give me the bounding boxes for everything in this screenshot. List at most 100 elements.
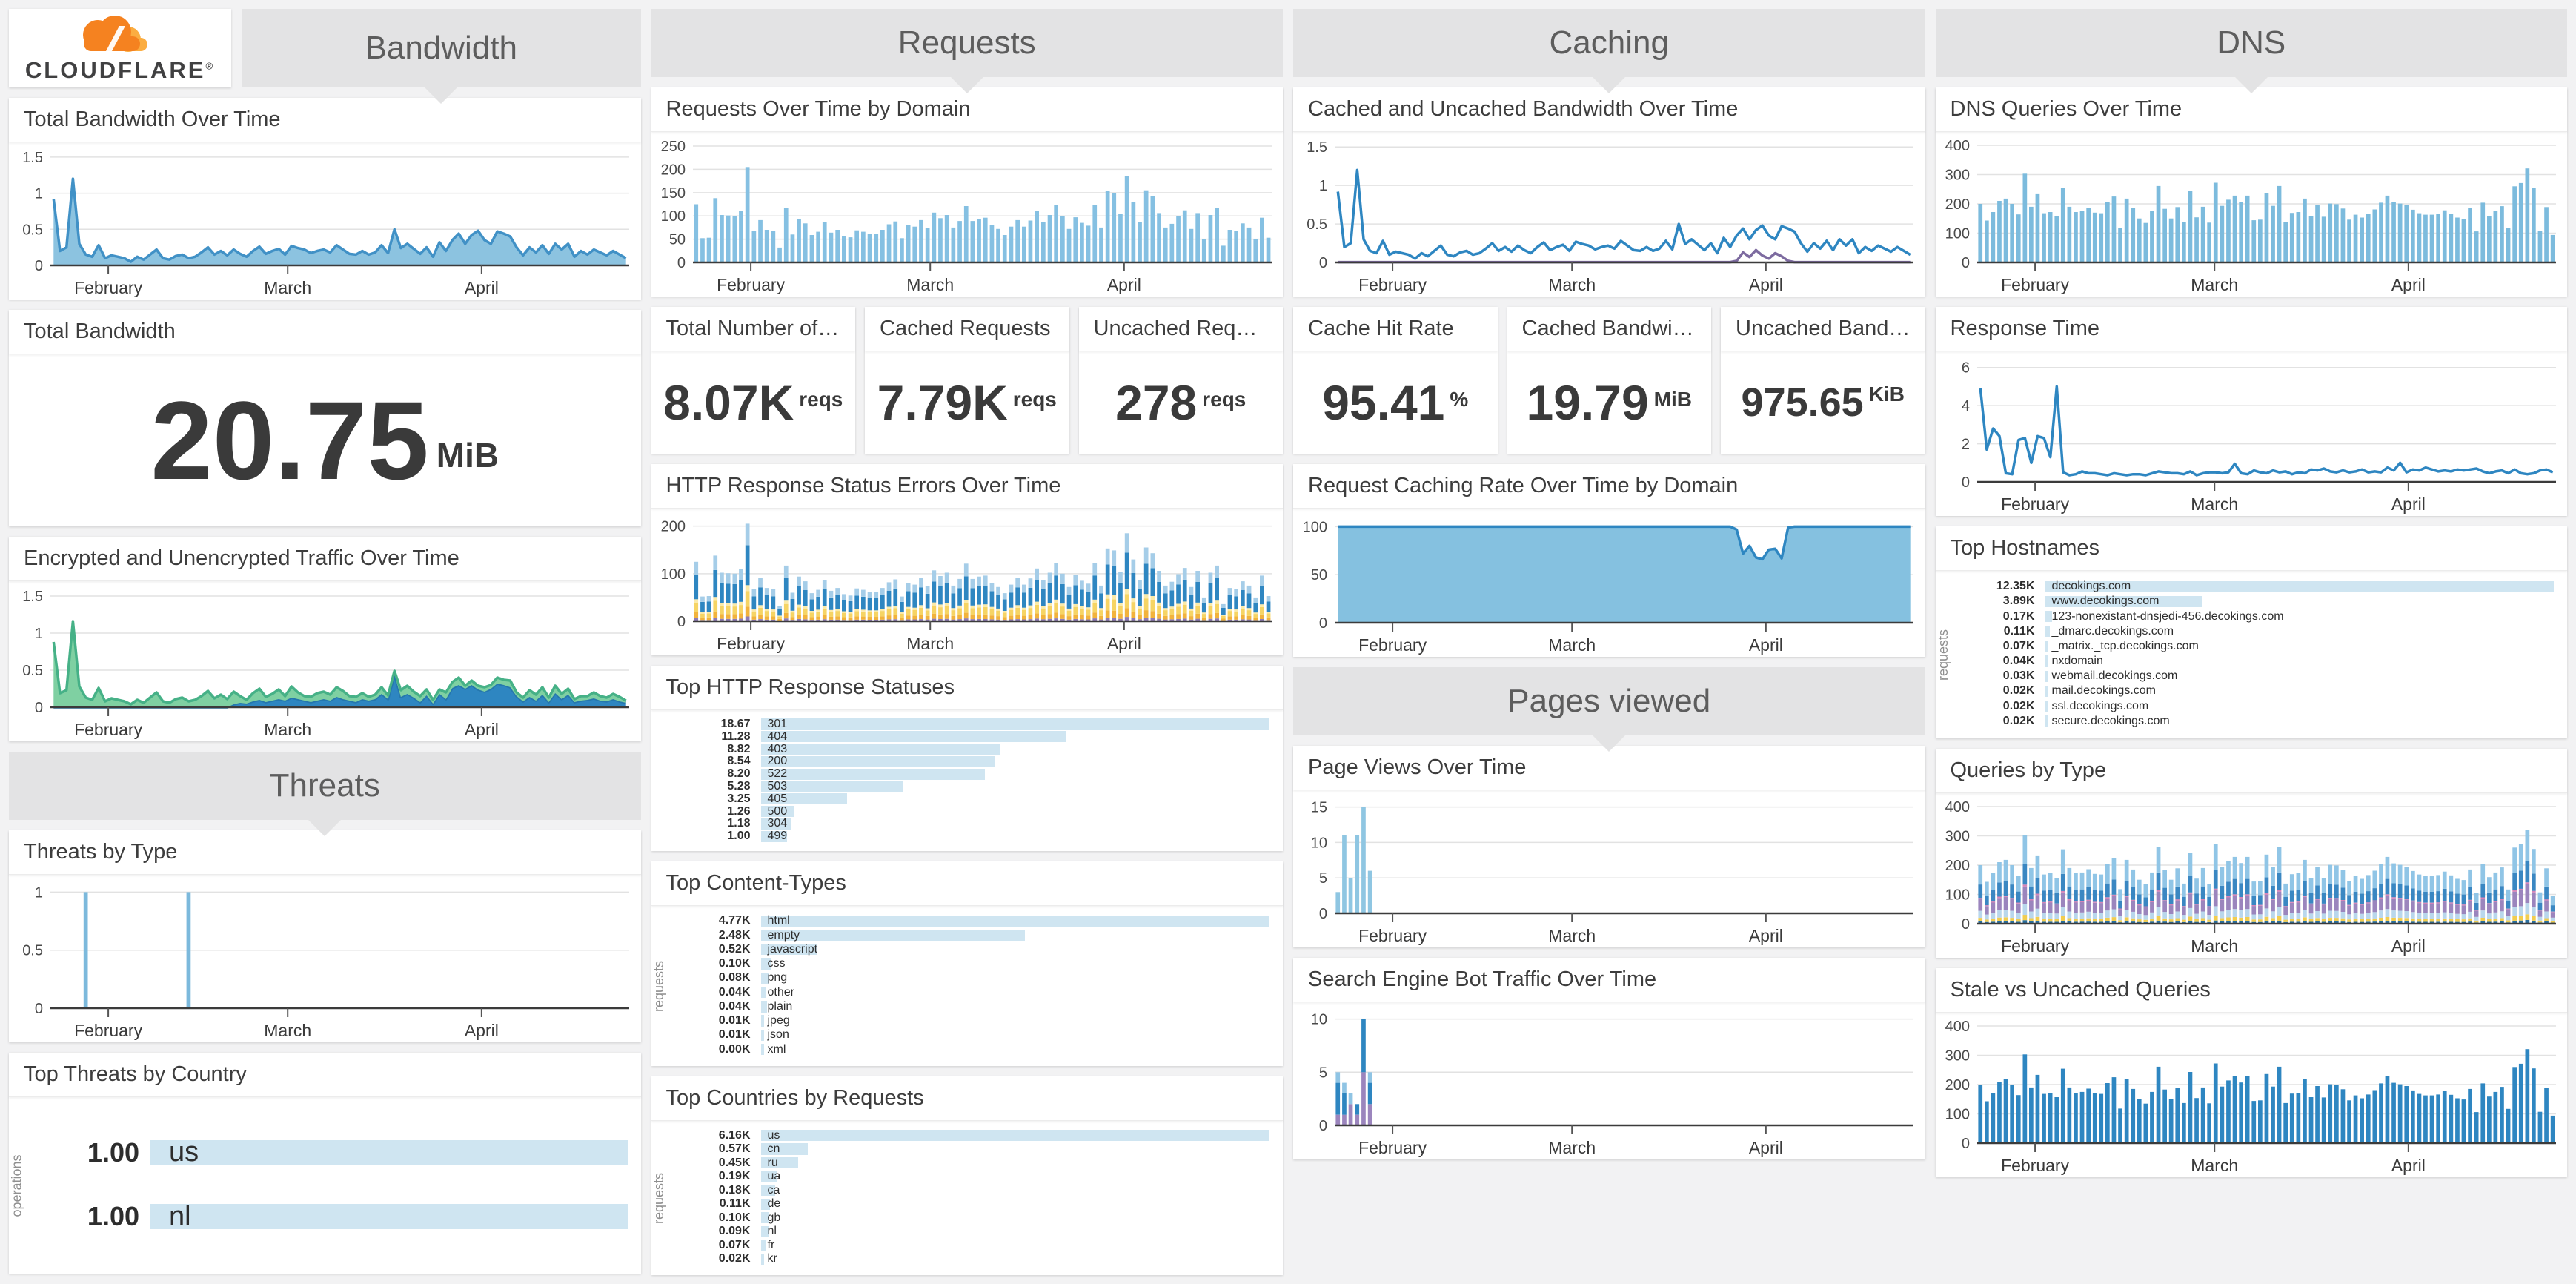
svg-text:0: 0 [1319, 615, 1327, 632]
list-item[interactable]: 0.09K nl [686, 1225, 1270, 1238]
section-header-requests: Requests [651, 9, 1283, 93]
list-item[interactable]: 3.25 405 [686, 792, 1270, 805]
list-item[interactable]: 0.01K json [686, 1028, 1270, 1042]
list-item-bar [150, 1204, 628, 1229]
list-item[interactable]: 6.16K us [686, 1128, 1269, 1142]
list-item-value: 1.00 [87, 1136, 139, 1168]
list-item-value: 2.48K [718, 928, 751, 942]
list-item[interactable]: 0.11K de [686, 1197, 1270, 1211]
svg-text:April: April [1749, 635, 1783, 655]
svg-text:100: 100 [1945, 225, 1969, 242]
list-item-label: _dmarc.decokings.com [2051, 624, 2174, 638]
chart-queries-by-type[interactable]: 0 100 200 300 400 February March April [1936, 793, 2568, 958]
list-item[interactable]: 0.11K _dmarc.decokings.com [1970, 625, 2555, 638]
list-item[interactable]: 0.02K ssl.decokings.com [1970, 700, 2555, 713]
list-item-label: 403 [767, 742, 788, 755]
list-item[interactable]: 0.00K xml [686, 1043, 1270, 1056]
list-item-value: 0.02K [2002, 714, 2035, 727]
panel-title: DNS Queries Over Time [1935, 87, 2567, 132]
svg-text:0: 0 [35, 1001, 43, 1017]
list-item[interactable]: 0.02K kr [686, 1252, 1270, 1265]
svg-text:April: April [2391, 275, 2425, 294]
list-item[interactable]: 1.00 us [43, 1136, 628, 1168]
list-item[interactable]: 1.26 500 [686, 805, 1270, 818]
panel-title: Request Caching Rate Over Time by Domain [1293, 464, 1925, 509]
list-item[interactable]: 5.28 503 [686, 780, 1270, 792]
list-item-bar [760, 755, 995, 768]
chart-total-bandwidth-over-time[interactable]: 0 0.5 1 1.5 February March April [9, 142, 641, 300]
svg-text:15: 15 [1311, 800, 1327, 816]
list-item[interactable]: 0.04K nxdomain [1970, 655, 2555, 668]
list-item[interactable]: 0.03K webmail.decokings.com [1970, 669, 2555, 683]
list-item[interactable]: 18.67 301 [686, 718, 1269, 730]
chart-caching-rate[interactable]: 0 50 100 February March April [1293, 509, 1925, 657]
svg-text:50: 50 [1311, 567, 1327, 583]
list-item[interactable]: 0.10K gb [686, 1211, 1270, 1225]
list-item[interactable]: 0.57K cn [686, 1142, 1270, 1156]
panel-title: Top Countries by Requests [651, 1076, 1283, 1121]
svg-text:0: 0 [1961, 1136, 1969, 1152]
list-item[interactable]: 8.54 200 [686, 755, 1270, 767]
list-item[interactable]: 1.00 nl [43, 1201, 628, 1233]
panel-top-threats-by-country: Top Threats by Country operations 1.00 us 1… [9, 1053, 641, 1274]
list-item[interactable]: 0.08K png [686, 971, 1270, 984]
list-item-bar [2045, 655, 2048, 667]
svg-text:1.5: 1.5 [1307, 139, 1327, 156]
svg-text:100: 100 [1303, 519, 1327, 535]
list-item[interactable]: 0.04K other [686, 986, 1270, 999]
svg-text:0.5: 0.5 [22, 222, 43, 238]
list-item[interactable]: 11.28 404 [686, 730, 1270, 743]
chart-threats-by-type[interactable]: 0 0.5 1 February March April [9, 875, 641, 1042]
list-item[interactable]: 0.10K css [686, 957, 1270, 970]
svg-text:400: 400 [1945, 138, 1969, 154]
list-item[interactable]: 0.18K ca [686, 1184, 1270, 1197]
list-item-value: 0.01K [718, 1028, 751, 1042]
list-item[interactable]: 0.04K plain [686, 1000, 1270, 1013]
list-item[interactable]: 0.07K fr [686, 1239, 1270, 1252]
list-item-label: _matrix._tcp.decokings.com [2051, 639, 2199, 652]
list-item[interactable]: 0.02K secure.decokings.com [1970, 715, 2555, 728]
list-item[interactable]: 0.07K _matrix._tcp.decokings.com [1970, 640, 2555, 653]
list-item[interactable]: 0.01K jpeg [686, 1014, 1270, 1027]
list-item-label: html [767, 914, 790, 927]
list-item[interactable]: 1.00 499 [686, 830, 1270, 842]
chart-page-views[interactable]: 0 5 10 15 February March April [1293, 790, 1925, 947]
panel-title: Top Hostnames [1935, 526, 2567, 571]
chart-http-errors[interactable]: 0 100 200 February March April [651, 509, 1284, 655]
list-item[interactable]: 0.02K mail.decokings.com [1970, 684, 2555, 698]
list-item[interactable]: 12.35K decokings.com [1970, 580, 2554, 593]
list-item[interactable]: 2.48K empty [686, 929, 1270, 942]
svg-text:200: 200 [660, 519, 685, 535]
chart-dns-queries[interactable]: 0 100 200 300 400 February March April [1936, 132, 2568, 297]
chart-stale-uncached[interactable]: 0 100 200 300 400 February March April [1936, 1013, 2568, 1177]
list-item[interactable]: 0.17K 123-nonexistant-dnsjedi-456.decokin… [1970, 610, 2555, 623]
list-item-value: 6.16K [718, 1128, 751, 1142]
list-item[interactable]: 0.52K javascript [686, 943, 1270, 956]
chart-requests-over-time[interactable]: 0 50 100 150 200 250 February March April [651, 132, 1284, 297]
panel-title: HTTP Response Status Errors Over Time [651, 464, 1283, 509]
list-item-value: 0.04K [2002, 655, 2035, 668]
list-item[interactable]: 0.45K ru [686, 1156, 1270, 1170]
chart-encrypted-traffic[interactable]: 0 0.5 1 1.5 February March April [9, 581, 641, 741]
cloudflare-logo: CLOUDFLARE® [9, 9, 231, 87]
list-item-bar [2045, 595, 2203, 607]
list-item[interactable]: 0.19K ua [686, 1170, 1270, 1183]
stat-value: 975.65 [1741, 380, 1864, 425]
chart-bot-traffic[interactable]: 0 5 10 February March April [1293, 1002, 1925, 1159]
chart-response-time[interactable]: 0 2 4 6 February March April [1936, 351, 2568, 516]
list-item[interactable]: 1.18 304 [686, 817, 1270, 830]
list-item-bar [760, 805, 794, 818]
svg-text:0.5: 0.5 [1307, 216, 1327, 233]
list-item-label: xml [767, 1042, 786, 1056]
svg-text:March: March [1548, 275, 1596, 294]
svg-text:February: February [2001, 1156, 2070, 1175]
svg-text:February: February [74, 1021, 143, 1040]
chart-cached-uncached-bandwidth[interactable]: 0 0.5 1 1.5 February March April [1293, 132, 1925, 297]
list-item[interactable]: 8.82 403 [686, 743, 1270, 755]
list-item[interactable]: 8.20 522 [686, 767, 1270, 780]
list-item[interactable]: 3.89K www.decokings.com [1970, 595, 2555, 608]
list-item-value: 1.26 [727, 804, 751, 818]
section-header-pages-viewed: Pages viewed [1293, 667, 1925, 752]
list-item-label: cn [767, 1142, 780, 1156]
list-item[interactable]: 4.77K html [686, 914, 1269, 927]
